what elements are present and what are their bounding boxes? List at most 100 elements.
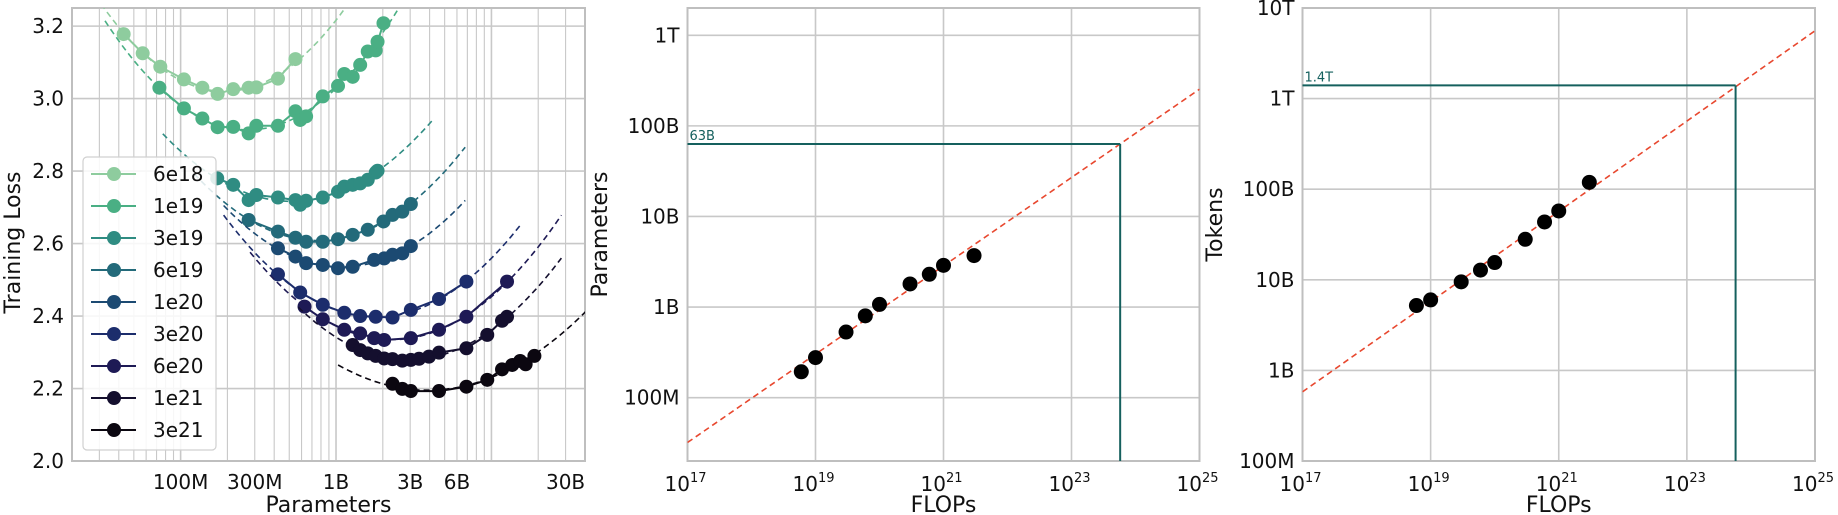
data-point [226, 119, 241, 134]
legend: 6e18 1e19 3e19 6e19 1e20 3e20 6e20 1e21 3e21 [82, 156, 217, 451]
data-point [135, 46, 150, 61]
plot-frame [686, 7, 1201, 462]
data-point [353, 57, 368, 72]
data-point [403, 331, 418, 346]
legend-item-3e20: 3e20 [91, 322, 203, 346]
data-point [500, 274, 515, 289]
x-tick-label: 1021 [921, 471, 963, 496]
y-tick-label: 2.6 [32, 232, 64, 256]
y-tick-label: 2.0 [32, 449, 64, 473]
series-3e21 [337, 311, 585, 399]
tick-exponent: 23 [1074, 471, 1091, 486]
y-tick-label: 100M [1239, 449, 1294, 473]
data-point [403, 239, 418, 254]
y-tick-label: 2.8 [32, 159, 64, 183]
legend-label: 1e20 [153, 290, 203, 314]
data-point [403, 384, 418, 399]
legend-item-1e21: 1e21 [91, 386, 203, 410]
x-tick-label: 300M [227, 470, 282, 494]
panel-1: 2.0 2.2 2.4 2.6 2.8 3.0 3.2 100M 300M 1B 3B 6B 30B Pa… [1, 7, 586, 515]
series-3e20 [222, 214, 522, 325]
data-point [432, 345, 447, 360]
grid [1302, 8, 1815, 461]
data-point [360, 222, 375, 237]
x-tick-label: 1025 [1792, 471, 1834, 496]
data-point [872, 296, 887, 312]
tick-base: 10 [1792, 472, 1817, 496]
tick-exponent: 25 [1817, 471, 1834, 486]
legend-label: 6e20 [153, 354, 203, 378]
series-1e19 [104, 8, 400, 141]
data-point [315, 89, 330, 104]
legend-item-3e19: 3e19 [91, 226, 203, 250]
data-point [1551, 203, 1567, 219]
y-tick-label: 3.2 [32, 14, 64, 38]
plot-frame [1301, 7, 1816, 462]
legend-marker [107, 263, 121, 277]
data-point [270, 71, 285, 86]
projection-label: 1.4T [1305, 70, 1334, 85]
data-point [459, 309, 474, 324]
tick-exponent: 19 [1433, 471, 1450, 486]
data-point [210, 120, 225, 135]
data-point [353, 309, 368, 324]
data-point [331, 261, 346, 276]
data-point [857, 308, 873, 324]
y-tick-label: 3.0 [32, 87, 64, 111]
tick-base: 10 [1177, 472, 1202, 496]
data-point [345, 259, 360, 274]
data-point [152, 80, 167, 95]
y-tick-label: 1T [1270, 87, 1296, 111]
data-point [459, 274, 474, 289]
legend-marker [107, 231, 121, 245]
data-point [270, 224, 285, 239]
data-point [793, 364, 809, 380]
series-line [277, 273, 467, 319]
data-point [345, 69, 360, 84]
x-tick-label: 1019 [793, 471, 835, 496]
y-tick-label: 10B [1255, 268, 1294, 292]
data-point [249, 187, 264, 202]
legend-marker [107, 295, 121, 309]
y-tick-label: 2.2 [32, 377, 64, 401]
legend-marker [107, 199, 121, 213]
data-point [527, 348, 542, 363]
data-point [480, 327, 495, 342]
legend-item-1e19: 1e19 [91, 194, 203, 218]
tick-base: 10 [1536, 472, 1561, 496]
legend-label: 3e19 [153, 226, 203, 250]
series-3e19 [162, 120, 433, 212]
x-tick-label: 1023 [1049, 471, 1091, 496]
projection-label: 63B [690, 129, 715, 144]
data-point [299, 193, 314, 208]
data-point [1408, 298, 1424, 314]
legend-item-1e20: 1e20 [91, 290, 203, 314]
tick-base: 10 [921, 472, 946, 496]
data-point [293, 285, 308, 300]
y-tick-label: 1B [653, 295, 679, 319]
data-point [480, 372, 495, 387]
legend-marker [107, 359, 121, 373]
y-axis-label: Training Loss [1, 171, 26, 314]
data-point [500, 309, 515, 324]
data-point [353, 326, 368, 341]
data-point [315, 297, 330, 312]
y-axis-label: Parameters [588, 172, 613, 298]
series-6e19 [193, 146, 466, 249]
plot-area [1302, 30, 1815, 461]
data-point [315, 257, 330, 272]
x-axis-label: Parameters [266, 493, 392, 515]
tick-exponent: 17 [1305, 471, 1322, 486]
data-point [337, 322, 352, 337]
legend-marker [107, 391, 121, 405]
data-point [370, 163, 385, 178]
data-point [385, 310, 400, 325]
data-point [902, 276, 918, 292]
y-tick-label: 100M [624, 386, 679, 410]
data-point [376, 16, 391, 31]
data-point [1472, 262, 1488, 278]
series-1e20 [223, 199, 466, 276]
data-point [337, 305, 352, 320]
